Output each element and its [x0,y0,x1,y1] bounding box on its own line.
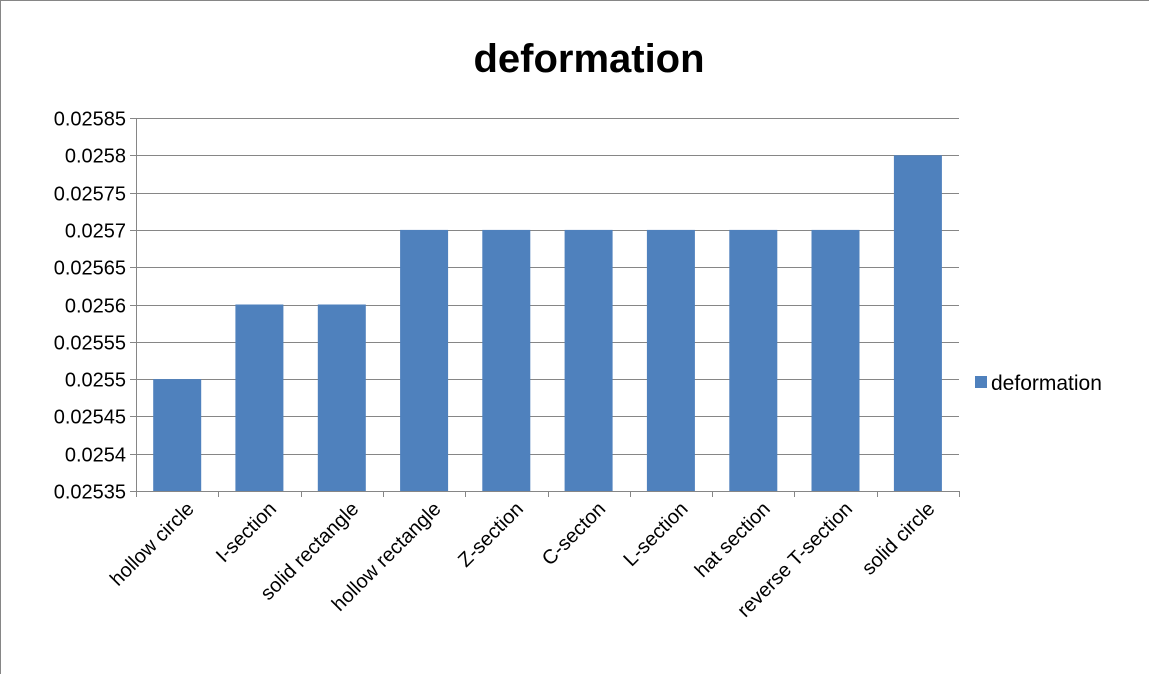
x-category-label: hollow circle [106,498,199,591]
y-tick-label: 0.02575 [54,184,126,206]
x-category-label: C-secton [538,498,610,570]
bar [564,229,613,491]
bar [646,229,695,491]
x-category-label: solid circle [858,498,940,580]
bar [729,229,778,491]
legend: deformation [975,372,1102,395]
y-tick-label: 0.0257 [65,221,126,243]
y-tick-label: 0.0254 [65,445,126,467]
y-tick-label: 0.02585 [54,109,126,131]
x-category-label: I-section [212,498,281,567]
bar [400,229,449,491]
bar [893,155,942,492]
bar [482,229,531,491]
legend-label: deformation [991,372,1102,395]
y-tick-label: 0.02555 [54,333,126,355]
bars [153,155,942,492]
chart-title: deformation [473,37,704,81]
bar [153,379,202,491]
axes [136,118,960,497]
y-tick-label: 0.02565 [54,258,126,280]
bar [811,229,860,491]
y-tick-label: 0.0255 [65,370,126,392]
y-tick-label: 0.0256 [65,296,126,318]
y-tick-label: 0.02535 [54,482,126,504]
bar [317,304,366,491]
x-category-label: L-section [620,498,693,571]
y-tick-label: 0.0258 [65,146,126,168]
x-category-label: Z-section [454,498,528,572]
y-axis-tick-labels: 0.02535 0.0254 0.02545 0.0255 0.02555 0.0256 0… [54,109,126,504]
bar [235,304,284,491]
legend-swatch [975,376,987,388]
y-tick-label: 0.02545 [54,407,126,429]
x-category-label: hat section [691,498,775,582]
